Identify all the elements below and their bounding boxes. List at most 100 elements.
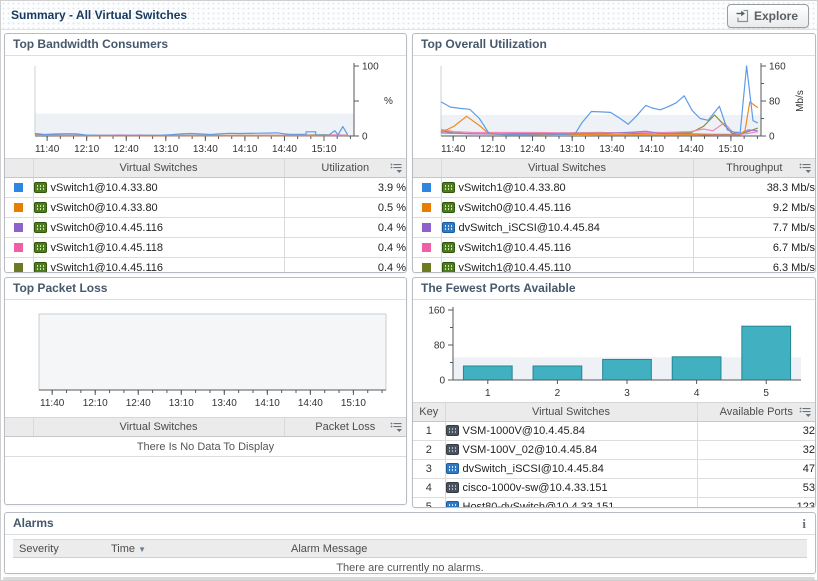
svg-text:15:10: 15:10: [311, 144, 336, 155]
svg-text:14:10: 14:10: [232, 144, 257, 155]
table-row[interactable]: vSwitch1@10.4.45.116 0.4 %: [5, 257, 406, 272]
bandwidth-line-chart: 11:40 12:10 12:40 13:10 13:40 14:10 14:40 15:10…: [34, 62, 393, 155]
vsm-icon: [446, 425, 459, 436]
page-title: Summary - All Virtual Switches: [11, 8, 188, 22]
vswitch-icon: [34, 201, 47, 213]
panel-title: Top Packet Loss: [5, 278, 406, 300]
column-header-alarm-message[interactable]: Alarm Message: [285, 539, 807, 558]
svg-text:13:40: 13:40: [599, 144, 624, 155]
column-header-packet-loss[interactable]: Packet Loss: [283, 417, 406, 437]
svg-text:160: 160: [769, 62, 786, 73]
dvswitch-icon: [446, 501, 459, 507]
table-row[interactable]: 2 VSM-100V_02@10.4.45.84 32: [413, 440, 815, 460]
series-color-swatch: [14, 183, 24, 193]
explore-button[interactable]: Explore: [726, 4, 809, 28]
table-row[interactable]: 3 dvSwitch_iSCSI@10.4.45.84 47: [413, 459, 815, 479]
column-header-virtual-switches[interactable]: Virtual Switches: [440, 158, 693, 178]
svg-text:2: 2: [555, 388, 561, 399]
svg-text:12:10: 12:10: [83, 398, 108, 409]
table-row[interactable]: vSwitch1@10.4.45.110 6.3 Mb/s: [413, 257, 815, 272]
svg-text:14:40: 14:40: [272, 144, 297, 155]
table-row[interactable]: vSwitch0@10.4.45.116 9.2 Mb/s: [413, 197, 815, 218]
dvswitch-icon: [446, 463, 459, 474]
info-icon[interactable]: i: [802, 516, 806, 531]
swatch-column-header: [5, 158, 33, 178]
svg-text:12:40: 12:40: [114, 144, 139, 155]
table-customizer-icon[interactable]: [799, 162, 812, 174]
svg-text:13:10: 13:10: [560, 144, 585, 155]
alarms-title-label: Alarms: [13, 516, 54, 530]
svg-text:12:40: 12:40: [126, 398, 151, 409]
svg-text:11:40: 11:40: [40, 398, 65, 409]
svg-text:15:10: 15:10: [341, 398, 366, 409]
panel-top-overall-utilization: Top Overall Utilization 11:40 12:10 12:40 1…: [412, 33, 816, 273]
column-header-label: Throughput: [726, 162, 783, 174]
panel-fewest-ports-available: The Fewest Ports Available 0 80 160 1 2 3 4 5 K…: [412, 277, 816, 508]
panel-title: Top Bandwidth Consumers: [5, 34, 406, 56]
series-color-swatch: [14, 223, 24, 233]
packet-loss-table: Virtual Switches Packet Loss There Is No…: [5, 417, 406, 457]
table-row[interactable]: vSwitch1@10.4.45.118 0.4 %: [5, 237, 406, 258]
column-header-virtual-switches[interactable]: Virtual Switches: [32, 417, 284, 437]
panel-top-bandwidth-consumers: Top Bandwidth Consumers 11:40 12:10 12:40 1…: [4, 33, 407, 273]
vswitch-icon: [442, 201, 455, 213]
available-ports-bar-chart: 0 80 160 1 2 3 4 5: [428, 306, 801, 399]
table-row[interactable]: dvSwitch_iSCSI@10.4.45.84 7.7 Mb/s: [413, 217, 815, 238]
table-row[interactable]: vSwitch1@10.4.33.80 3.9 %: [5, 177, 406, 198]
svg-text:80: 80: [769, 97, 781, 108]
no-alarms-message: There are currently no alarms.: [13, 557, 807, 573]
column-header-key[interactable]: Key: [413, 402, 445, 422]
table-row[interactable]: 4 cisco-1000v-sw@10.4.33.151 53: [413, 478, 815, 498]
svg-text:11:40: 11:40: [441, 144, 466, 155]
column-header-time[interactable]: Time ▼: [105, 539, 285, 558]
vswitch-icon: [34, 261, 47, 272]
svg-text:3: 3: [624, 388, 630, 399]
svg-text:100: 100: [362, 62, 379, 73]
panel-alarms: Alarms i Severity Time ▼ Alarm Message T…: [4, 512, 816, 574]
panel-title: Alarms i: [5, 513, 815, 535]
explore-button-label: Explore: [753, 9, 798, 23]
series-color-swatch: [14, 203, 24, 213]
alarms-table: Severity Time ▼ Alarm Message There are …: [13, 539, 807, 573]
svg-text:80: 80: [434, 341, 446, 352]
collapsed-panel-strip[interactable]: [3, 577, 815, 580]
column-header-virtual-switches[interactable]: Virtual Switches: [32, 158, 284, 178]
swatch-column-header: [413, 158, 441, 178]
column-header-virtual-switches[interactable]: Virtual Switches: [444, 402, 697, 422]
table-row[interactable]: vSwitch1@10.4.45.116 6.7 Mb/s: [413, 237, 815, 258]
ports-table: Key Virtual Switches Available Ports 1 VS…: [413, 402, 815, 507]
vswitch-icon: [34, 181, 47, 193]
svg-text:15:10: 15:10: [718, 144, 743, 155]
series-color-swatch: [422, 183, 432, 193]
svg-text:1: 1: [485, 388, 491, 399]
svg-text:14:40: 14:40: [298, 398, 323, 409]
vswitch-icon: [34, 241, 47, 253]
panel-top-packet-loss: Top Packet Loss 11:40 12:10 12:40 13:10 13:4…: [4, 277, 407, 505]
column-header-severity[interactable]: Severity: [13, 539, 105, 558]
bandwidth-table: Virtual Switches Utilization vSwitch1@10…: [5, 158, 406, 272]
column-header-available-ports[interactable]: Available Ports: [696, 402, 815, 422]
table-customizer-icon[interactable]: [390, 162, 403, 174]
series-color-swatch: [422, 243, 432, 253]
swatch-column-header: [5, 417, 33, 437]
column-header-utilization[interactable]: Utilization: [283, 158, 406, 178]
page-header: Summary - All Virtual Switches Explore: [1, 1, 817, 30]
column-header-throughput[interactable]: Throughput: [692, 158, 815, 178]
table-row[interactable]: vSwitch0@10.4.45.116 0.4 %: [5, 217, 406, 238]
table-row[interactable]: 1 VSM-1000V@10.4.45.84 32: [413, 421, 815, 441]
table-row[interactable]: 5 Host80-dvSwitch@10.4.33.151 123: [413, 497, 815, 507]
svg-text:13:40: 13:40: [193, 144, 218, 155]
table-customizer-icon[interactable]: [799, 406, 812, 418]
svg-text:%: %: [384, 96, 393, 107]
svg-text:0: 0: [439, 376, 445, 387]
svg-text:14:40: 14:40: [679, 144, 704, 155]
table-row[interactable]: vSwitch0@10.4.33.80 0.5 %: [5, 197, 406, 218]
vsm-icon: [446, 482, 459, 493]
table-customizer-icon[interactable]: [390, 421, 403, 433]
svg-text:14:10: 14:10: [639, 144, 664, 155]
series-color-swatch: [422, 203, 432, 213]
table-row[interactable]: vSwitch1@10.4.33.80 38.3 Mb/s: [413, 177, 815, 198]
svg-text:4: 4: [694, 388, 700, 399]
series-color-swatch: [14, 243, 24, 253]
